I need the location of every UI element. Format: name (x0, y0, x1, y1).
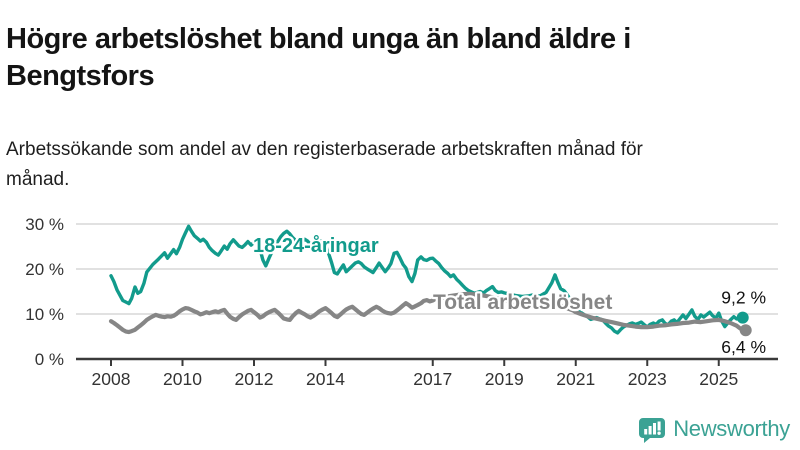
x-axis-tick-label: 2021 (556, 369, 595, 389)
x-axis-tick-label: 2023 (628, 369, 667, 389)
newsworthy-wordmark: Newsworthy (673, 416, 790, 441)
newsworthy-logo-icon (637, 414, 667, 444)
y-axis-tick-label: 10 % (25, 305, 64, 324)
newsworthy-branding: Newsworthy (637, 414, 790, 444)
x-axis-tick-label: 2025 (699, 369, 738, 389)
x-axis-tick-label: 2017 (413, 369, 452, 389)
x-axis-tick-label: 2014 (306, 369, 345, 389)
x-axis-tick-label: 2008 (92, 369, 131, 389)
series-label-total: Total arbetslöshet (433, 291, 612, 314)
x-axis-tick-label: 2012 (235, 369, 274, 389)
x-axis-tick-label: 2010 (163, 369, 202, 389)
y-axis-tick-label: 0 % (35, 350, 64, 369)
series-label-youth: 18-24-åringar (253, 234, 379, 257)
series-end-dot-total (739, 324, 752, 337)
page-title: Högre arbetslöshet bland unga än bland ä… (6, 23, 631, 93)
series-line-youth (109, 224, 745, 335)
page-subtitle: Arbetssökande som andel av den registerb… (6, 139, 643, 190)
series-end-value-youth: 9,2 % (721, 288, 766, 308)
x-axis-tick-label: 2019 (485, 369, 524, 389)
y-axis-tick-label: 20 % (25, 260, 64, 279)
series-end-dot-youth (736, 311, 749, 324)
series-line-total (108, 291, 745, 335)
y-axis-tick-label: 30 % (25, 215, 64, 234)
series-end-value-total: 6,4 % (721, 337, 766, 357)
